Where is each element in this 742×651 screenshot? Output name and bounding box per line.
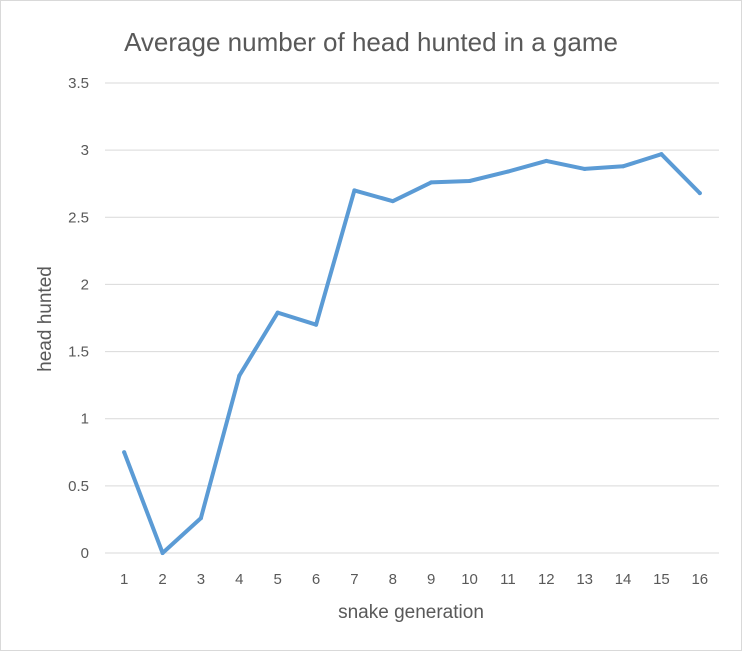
data-point	[429, 180, 434, 185]
x-tick-label: 4	[235, 571, 243, 588]
x-tick-label: 15	[653, 571, 670, 588]
series-group	[122, 152, 702, 555]
data-point	[544, 158, 549, 163]
data-point	[198, 516, 203, 521]
x-tick-label: 3	[197, 571, 205, 588]
data-point	[621, 164, 626, 169]
chart-title: Average number of head hunted in a game	[124, 27, 618, 57]
y-tick-label: 3.5	[68, 75, 89, 92]
data-point	[659, 152, 664, 157]
x-tick-label: 10	[461, 571, 478, 588]
x-tick-label: 7	[350, 571, 358, 588]
data-point	[352, 188, 357, 193]
y-tick-label: 1.5	[68, 344, 89, 361]
y-tick-label: 2	[81, 276, 89, 293]
data-point	[122, 450, 127, 455]
x-tick-labels: 1 2 3 4 5 6 7 8 9 10 11 12 13 14 15 16	[120, 571, 708, 588]
x-tick-label: 9	[427, 571, 435, 588]
data-point	[275, 310, 280, 315]
x-tick-label: 12	[538, 571, 555, 588]
series-line	[122, 152, 702, 555]
x-tick-label: 1	[120, 571, 128, 588]
x-tick-label: 14	[615, 571, 632, 588]
data-point	[314, 322, 319, 327]
y-tick-label: 0.5	[68, 478, 89, 495]
data-point	[697, 191, 702, 196]
x-tick-label: 8	[389, 571, 397, 588]
data-point	[505, 169, 510, 174]
y-tick-labels: 0 0.5 1 1.5 2 2.5 3 3.5	[68, 75, 89, 562]
x-tick-label: 11	[500, 571, 516, 588]
x-tick-label: 13	[576, 571, 593, 588]
y-tick-label: 2.5	[68, 209, 89, 226]
y-tick-label: 3	[81, 142, 89, 159]
x-tick-label: 2	[158, 571, 166, 588]
x-tick-label: 6	[312, 571, 320, 588]
y-axis-label: head hunted	[35, 266, 56, 372]
data-point	[467, 179, 472, 184]
data-point	[390, 199, 395, 204]
y-tick-label: 0	[81, 545, 89, 562]
y-tick-label: 1	[81, 411, 89, 428]
x-tick-label: 16	[691, 571, 708, 588]
data-point	[582, 166, 587, 171]
x-axis-label: snake generation	[338, 602, 484, 623]
data-point	[237, 373, 242, 378]
x-tick-label: 5	[274, 571, 282, 588]
gridlines	[105, 82, 719, 554]
data-point	[160, 551, 165, 555]
